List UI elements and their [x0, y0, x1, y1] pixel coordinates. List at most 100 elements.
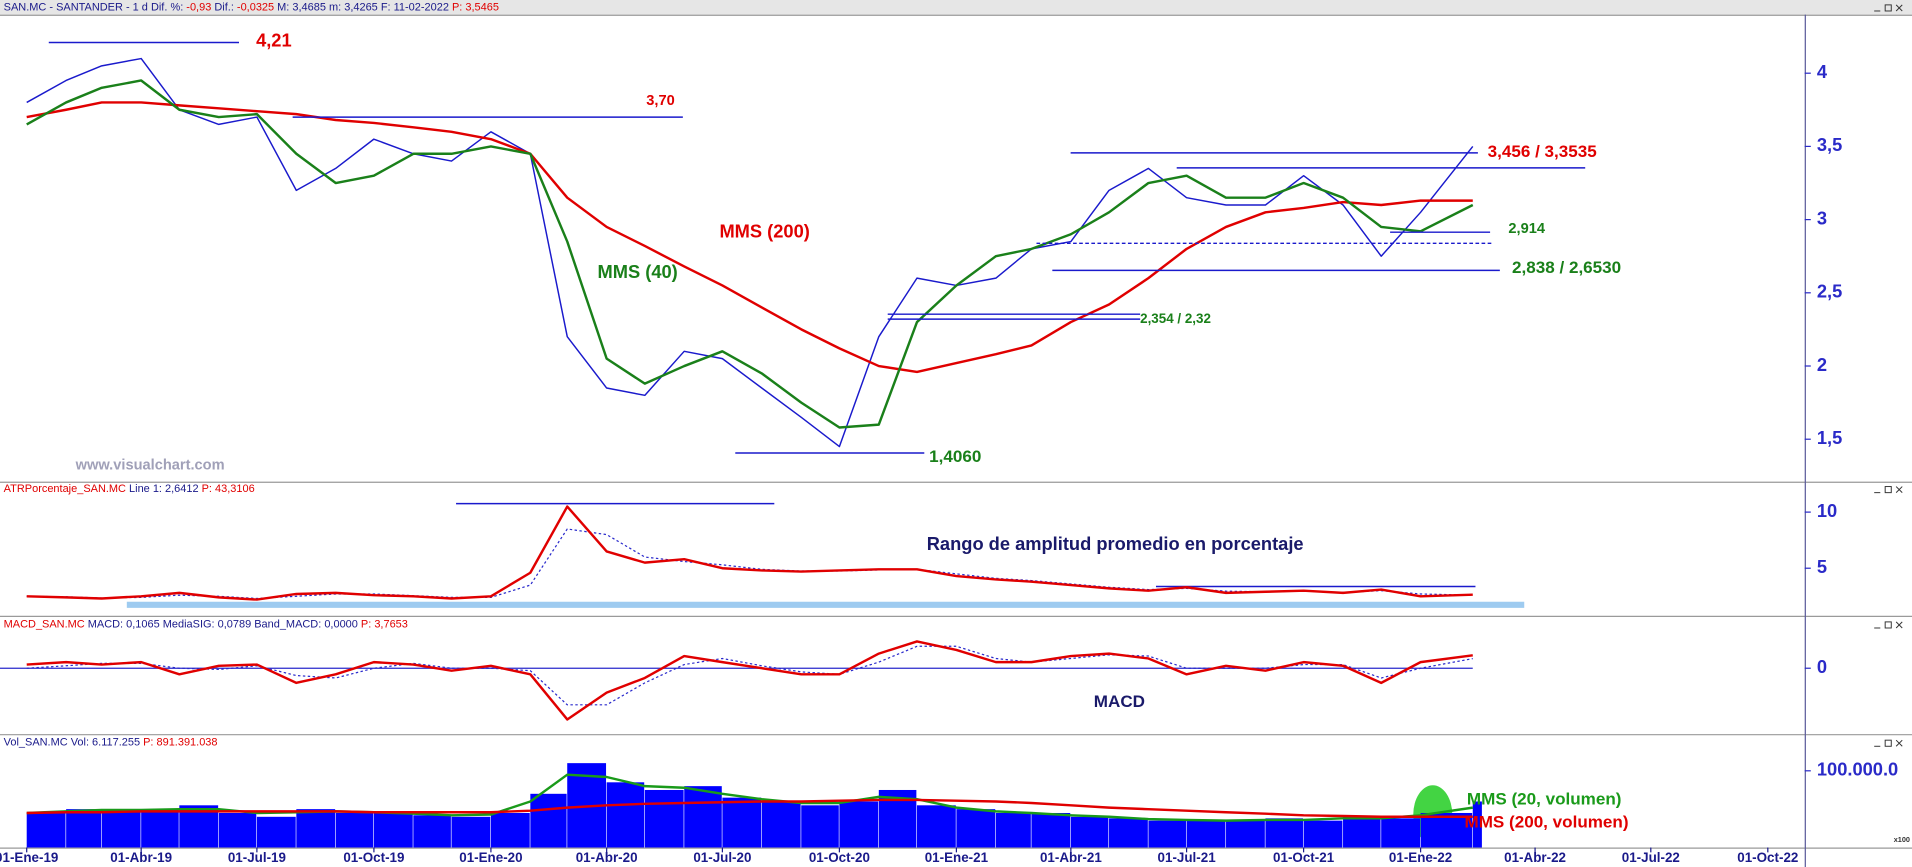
- x-tick-label: 01-Oct-20: [809, 850, 870, 865]
- control-group[interactable]: [1874, 739, 1903, 747]
- header-segment: -0,0325: [237, 1, 274, 13]
- y-tick-label: 3,5: [1817, 134, 1842, 155]
- x-tick-label: 01-Abr-19: [110, 850, 172, 865]
- control-group[interactable]: [1874, 621, 1903, 629]
- x-tick-label: 01-Ene-19: [0, 850, 58, 865]
- x-tick-label: 01-Ene-20: [459, 850, 522, 865]
- maximize[interactable]: [1884, 621, 1892, 629]
- series-line: [26, 101, 1473, 374]
- y-tick-label: 1,5: [1817, 427, 1842, 448]
- volume-bar: [335, 812, 374, 848]
- volume-bar: [1031, 812, 1071, 848]
- volume-bar: [101, 810, 141, 848]
- header-segment: Dif.:: [211, 1, 237, 13]
- volume-bar: [916, 805, 956, 848]
- series-line: [26, 57, 1474, 448]
- volume-bar: [1303, 820, 1343, 848]
- volume-bar: [722, 797, 762, 848]
- header-segment: P: 43,3106: [202, 483, 255, 495]
- window-controls: [1874, 4, 1903, 747]
- level-label: 4,21: [256, 29, 292, 50]
- level-label: 3,70: [646, 93, 674, 109]
- panel-text: MACD: [1094, 692, 1145, 711]
- control-group[interactable]: [1874, 4, 1903, 12]
- header-segment: P: 3,7653: [361, 618, 408, 630]
- volume-bar: [801, 805, 839, 848]
- series-label: MMS (200): [719, 221, 809, 242]
- series-label: MMS (200, volumen): [1464, 813, 1628, 832]
- x-tick-label: 01-Jul-22: [1622, 850, 1680, 865]
- level-label: 2,838 / 2,6530: [1512, 258, 1621, 277]
- volume-bar: [995, 812, 1031, 848]
- volume-bar: [256, 816, 296, 848]
- x-tick-label: 01-Abr-21: [1040, 850, 1102, 865]
- close[interactable]: [1895, 739, 1903, 747]
- volume-bar: [1472, 801, 1482, 848]
- volume-bar: [1109, 818, 1148, 848]
- x-tick-label: 01-Jul-21: [1158, 850, 1217, 865]
- series-label: MMS (40): [598, 261, 678, 282]
- series-line: [26, 640, 1473, 721]
- y-tick-label: 3: [1817, 207, 1827, 228]
- volume-bar: [413, 815, 451, 848]
- x-tick-label: 01-Jul-20: [693, 850, 751, 865]
- series-label: MMS (20, volumen): [1467, 789, 1622, 808]
- x-tick-label: 01-Oct-22: [1737, 850, 1798, 865]
- header-segment: Vol: 6.117.255: [71, 737, 143, 749]
- panel-text: x100: [1894, 835, 1910, 844]
- y-tick-label: 0: [1817, 656, 1827, 677]
- x-tick-label: 01-Ene-21: [925, 850, 989, 865]
- volume-bar: [684, 786, 722, 848]
- volume-bar: [644, 789, 684, 848]
- panel-text: Rango de amplitud promedio en porcentaje: [927, 533, 1304, 554]
- level-label: 3,456 / 3,3535: [1488, 142, 1598, 161]
- series-line: [26, 79, 1474, 429]
- volume-bar: [373, 812, 413, 848]
- volume-bar: [1148, 820, 1186, 848]
- x-tick-label: 01-Ene-22: [1389, 850, 1452, 865]
- y-tick-label: 10: [1817, 500, 1837, 521]
- close[interactable]: [1895, 486, 1903, 493]
- level-label: 2,354 / 2,32: [1140, 311, 1211, 326]
- volume-bar: [1070, 816, 1109, 848]
- volume-bar: [218, 812, 257, 848]
- y-tick-label: 4: [1817, 61, 1828, 82]
- volume-bar: [451, 816, 491, 848]
- volume-bar: [839, 801, 879, 848]
- x-tick-label: 01-Abr-20: [576, 850, 638, 865]
- volume-bar: [530, 793, 567, 848]
- maximize[interactable]: [1884, 739, 1892, 747]
- volume-bar: [1381, 818, 1420, 848]
- panel-text: www.visualchart.com: [75, 458, 225, 474]
- maximize[interactable]: [1884, 4, 1892, 12]
- close[interactable]: [1895, 621, 1903, 629]
- volume-bar: [296, 809, 336, 848]
- close[interactable]: [1895, 4, 1903, 12]
- control-group[interactable]: [1874, 486, 1903, 494]
- header-segment: Line 1: 2,6412: [129, 483, 202, 495]
- volume-bar: [761, 801, 801, 848]
- header-segment: SAN.MC - SANTANDER - 1 d Dif. %:: [4, 1, 187, 13]
- header-segment: P: 3,5465: [452, 1, 499, 13]
- panel-header: MACD_SAN.MC MACD: 0,1065 MediaSIG: 0,078…: [4, 618, 408, 630]
- volume-bar: [1265, 818, 1303, 848]
- series-line: [26, 773, 1473, 822]
- volume-bar: [956, 809, 996, 848]
- header-segment: MACD_SAN.MC: [4, 618, 88, 630]
- panel-header: SAN.MC - SANTANDER - 1 d Dif. %: -0,93 D…: [4, 1, 499, 13]
- volume-bar: [1226, 820, 1265, 848]
- series-line: [26, 798, 1473, 818]
- volume-bar: [490, 812, 530, 848]
- volume-bar: [606, 782, 645, 848]
- maximize[interactable]: [1884, 486, 1892, 494]
- header-segment: -0,93: [186, 1, 211, 13]
- volume-bar: [66, 809, 102, 848]
- volume-bar: [141, 809, 179, 848]
- volume-bar: [26, 812, 66, 848]
- x-tick-label: 01-Abr-22: [1504, 850, 1566, 865]
- volume-bar: [1343, 816, 1381, 848]
- header-segment: ATRPorcentaje_SAN.MC: [4, 483, 129, 495]
- x-tick-label: 01-Jul-19: [228, 850, 286, 865]
- panel-header: ATRPorcentaje_SAN.MC Line 1: 2,6412 P: 4…: [4, 483, 255, 495]
